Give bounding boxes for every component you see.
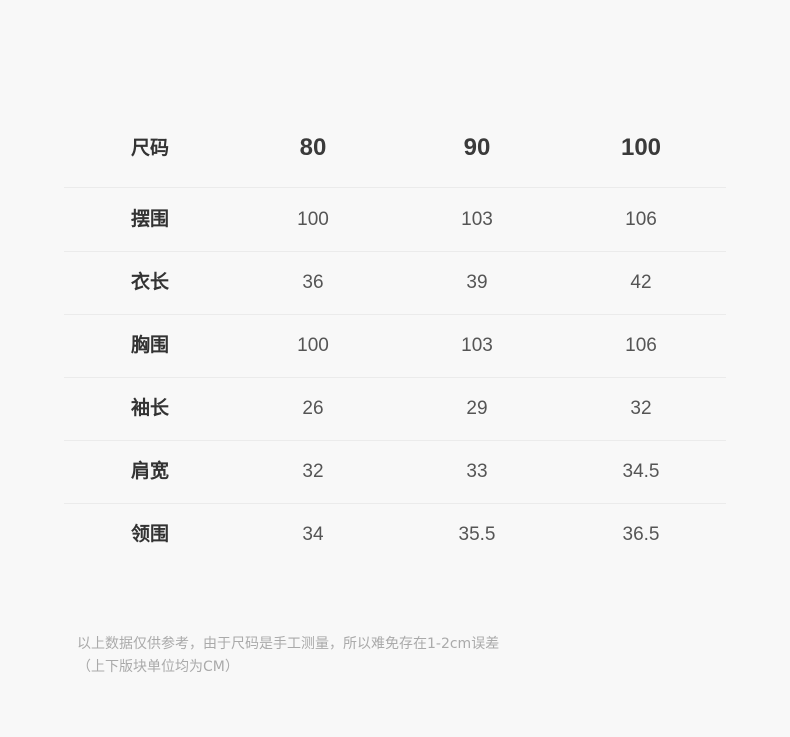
table-cell: 100 bbox=[297, 335, 329, 356]
table-header-row: 尺码 80 90 100 bbox=[64, 117, 726, 188]
table-cell: 106 bbox=[625, 209, 657, 230]
header-size-90: 90 bbox=[463, 134, 491, 161]
table-row: 袖长 26 29 32 bbox=[64, 377, 726, 441]
row-label: 衣长 bbox=[130, 271, 169, 293]
row-label: 袖长 bbox=[130, 397, 169, 419]
table-cell: 36.5 bbox=[622, 524, 660, 545]
table-row: 领围 34 35.5 36.5 bbox=[64, 503, 726, 566]
row-label: 胸围 bbox=[130, 334, 169, 356]
row-label: 摆围 bbox=[130, 208, 169, 230]
row-label: 领围 bbox=[130, 523, 169, 545]
header-size-80: 80 bbox=[299, 134, 327, 161]
table-cell: 34 bbox=[302, 524, 324, 545]
table-row: 肩宽 32 33 34.5 bbox=[64, 440, 726, 504]
table-cell: 34.5 bbox=[622, 461, 660, 482]
table-cell: 103 bbox=[461, 335, 493, 356]
table-cell: 103 bbox=[461, 209, 493, 230]
table-cell: 35.5 bbox=[458, 524, 496, 545]
note-line-2: （上下版块单位均为CM） bbox=[77, 659, 239, 675]
table-cell: 42 bbox=[630, 272, 652, 293]
table-cell: 100 bbox=[297, 209, 329, 230]
table-cell: 32 bbox=[302, 461, 324, 482]
table-cell: 29 bbox=[466, 398, 488, 419]
table-cell: 33 bbox=[466, 461, 488, 482]
table-cell: 32 bbox=[630, 398, 652, 419]
table-row: 摆围 100 103 106 bbox=[64, 188, 726, 252]
header-label: 尺码 bbox=[130, 137, 169, 159]
table-cell: 106 bbox=[625, 335, 657, 356]
table-cell: 39 bbox=[466, 272, 488, 293]
table-cell: 36 bbox=[302, 272, 324, 293]
table-row: 胸围 100 103 106 bbox=[64, 314, 726, 378]
table-row: 衣长 36 39 42 bbox=[64, 251, 726, 315]
header-size-100: 100 bbox=[620, 134, 662, 161]
table-cell: 26 bbox=[302, 398, 324, 419]
note-line-1: 以上数据仅供参考，由于尺码是手工测量，所以难免存在1-2cm误差 bbox=[77, 636, 500, 652]
row-label: 肩宽 bbox=[130, 460, 169, 482]
